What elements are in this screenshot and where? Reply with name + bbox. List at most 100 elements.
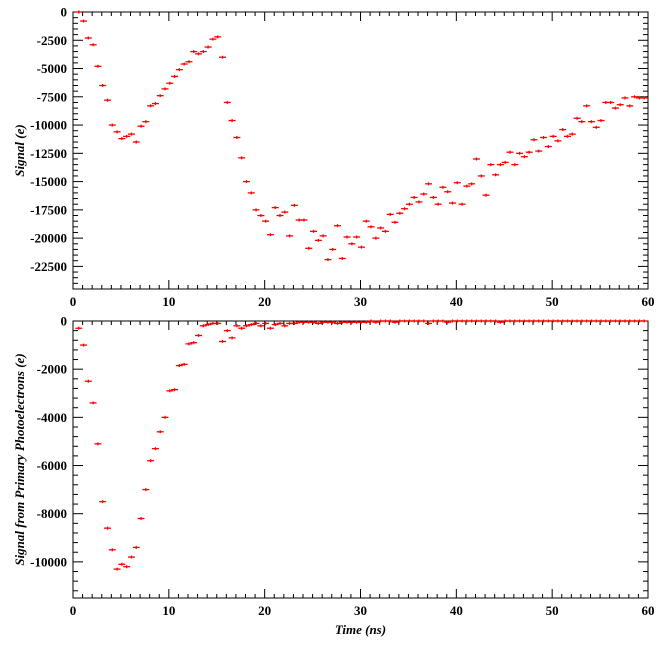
y-tick-label: -7500: [37, 89, 67, 104]
data-point: [147, 459, 155, 463]
y-tick-label: -15000: [30, 174, 67, 189]
data-point: [209, 37, 217, 41]
data-point: [640, 319, 648, 323]
data-point: [219, 55, 226, 59]
data-point: [132, 140, 140, 144]
data-point: [175, 364, 183, 368]
data-point: [487, 163, 495, 167]
data-point: [314, 321, 322, 325]
data-point: [132, 545, 140, 549]
data-point: [391, 220, 399, 224]
x-tick-label: 30: [354, 294, 367, 309]
y-axis-title: Signal (e): [12, 124, 27, 176]
data-point: [616, 103, 624, 107]
data-point: [444, 320, 452, 324]
data-point: [386, 319, 394, 323]
data-point: [80, 19, 88, 23]
y-tick-label: -2000: [37, 362, 67, 377]
data-point: [300, 218, 308, 222]
data-point: [496, 163, 504, 167]
data-point: [142, 120, 150, 124]
x-tick-label: 0: [70, 603, 77, 618]
y-tick-label: 0: [61, 5, 68, 20]
x-tick-label: 10: [162, 603, 175, 618]
data-point: [252, 208, 260, 212]
data-point: [391, 320, 399, 324]
data-point: [276, 214, 284, 218]
data-point: [463, 184, 471, 188]
data-point: [353, 235, 361, 239]
y-tick-label: -4000: [37, 410, 67, 425]
data-point: [99, 500, 107, 504]
data-point: [544, 145, 552, 149]
data-point: [252, 321, 260, 325]
data-point: [410, 195, 418, 199]
y-tick-label: -20000: [30, 231, 67, 246]
y-tick-label: -10000: [30, 554, 67, 569]
data-point: [559, 128, 567, 132]
data-point: [329, 247, 337, 251]
data-point: [89, 401, 97, 405]
x-tick-label: 20: [258, 603, 271, 618]
data-point: [530, 138, 538, 142]
data-point: [607, 100, 615, 104]
data-point: [89, 43, 97, 47]
data-point: [597, 119, 605, 123]
data-point: [506, 150, 514, 154]
data-point: [434, 202, 442, 206]
data-point: [281, 324, 289, 328]
data-point: [257, 214, 265, 218]
data-point: [357, 245, 365, 249]
data-point: [592, 125, 600, 129]
data-point: [362, 219, 370, 223]
data-point: [108, 548, 116, 552]
data-point: [626, 104, 634, 108]
data-point: [501, 160, 509, 164]
data-point: [223, 100, 231, 104]
data-point: [578, 120, 586, 124]
data-point: [348, 242, 356, 246]
data-point: [84, 36, 92, 40]
y-tick-label: -17500: [30, 202, 67, 217]
data-point: [185, 342, 193, 346]
data-point: [621, 96, 629, 100]
data-point: [137, 124, 145, 128]
data-point: [247, 191, 255, 195]
data-point: [151, 447, 159, 451]
data-point: [405, 202, 413, 206]
data-point: [549, 134, 557, 138]
data-point: [372, 320, 380, 324]
y-tick-label: -6000: [37, 458, 67, 473]
data-point: [123, 565, 131, 569]
data-point: [319, 234, 327, 238]
data-point: [611, 106, 619, 110]
data-point: [166, 81, 174, 85]
x-tick-label: 30: [354, 603, 367, 618]
data-point: [310, 229, 318, 233]
data-point: [568, 132, 576, 136]
data-point: [113, 567, 121, 571]
data-point: [334, 321, 341, 325]
data-point: [214, 321, 222, 325]
data-point: [204, 323, 212, 327]
data-point: [219, 339, 226, 343]
data-point: [271, 323, 279, 327]
data-point: [99, 83, 107, 87]
data-point: [156, 94, 164, 98]
data-point: [266, 326, 274, 330]
data-point: [199, 324, 207, 328]
data-point: [84, 379, 92, 383]
data-point: [80, 343, 88, 347]
data-point: [238, 156, 246, 160]
data-point: [75, 10, 83, 14]
data-point: [276, 321, 284, 325]
data-point: [520, 155, 528, 159]
x-tick-label: 40: [450, 294, 463, 309]
x-tick-label: 60: [642, 603, 655, 618]
data-point: [525, 150, 533, 154]
data-point: [362, 320, 370, 324]
data-point: [190, 341, 198, 345]
data-point: [468, 182, 476, 186]
data-point: [271, 206, 279, 210]
